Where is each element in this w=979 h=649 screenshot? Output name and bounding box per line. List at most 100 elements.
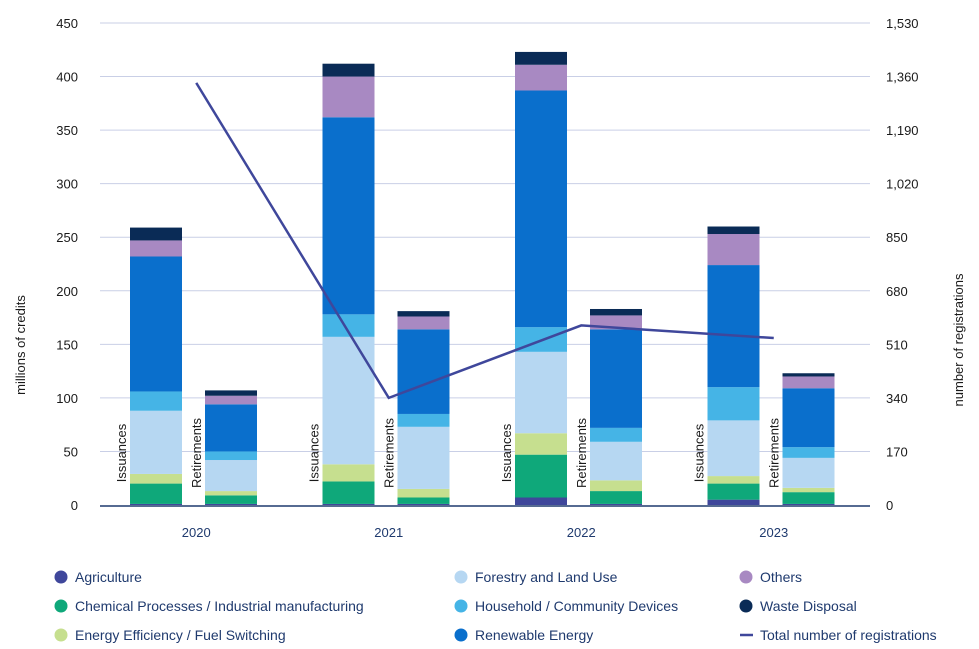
issuances-segment — [130, 483, 182, 504]
retirements-segment — [590, 329, 642, 428]
legend-label: Chemical Processes / Industrial manufact… — [75, 598, 364, 614]
retirements-segment — [590, 491, 642, 504]
left-axis-title: millions of credits — [13, 295, 28, 395]
issuances-label: Issuances — [692, 423, 707, 482]
retirements-segment — [782, 492, 835, 504]
retirements-segment — [205, 503, 257, 505]
issuances-segment — [130, 240, 182, 257]
y-tick-label: 300 — [56, 177, 78, 192]
retirements-segment — [205, 491, 257, 496]
issuances-segment — [515, 497, 567, 505]
retirements-segment — [397, 426, 450, 489]
retirements-segment — [782, 457, 835, 488]
retirements-label: Retirements — [767, 417, 782, 488]
issuances-segment — [322, 503, 375, 505]
legend-label: Household / Community Devices — [475, 598, 678, 614]
y-tick-label: 400 — [56, 70, 78, 85]
issuances-segment — [130, 256, 182, 392]
issuances-segment — [707, 265, 760, 388]
issuances-segment — [322, 63, 375, 77]
y2-tick-label: 680 — [886, 284, 908, 299]
legend-label: Forestry and Land Use — [475, 569, 618, 585]
x-tick-label: 2022 — [567, 525, 596, 540]
retirements-segment — [782, 376, 835, 389]
issuances-segment — [707, 226, 760, 235]
x-axis: 2020 2021 2022 2023 — [100, 505, 870, 540]
issuances-segment — [515, 433, 567, 455]
legend-label: Energy Efficiency / Fuel Switching — [75, 627, 286, 643]
x-tick-label: 2020 — [182, 525, 211, 540]
retirements-segment — [397, 316, 450, 330]
y2-tick-label: 0 — [886, 498, 893, 513]
retirements-label: Retirements — [574, 417, 589, 488]
issuances-label: Issuances — [307, 423, 322, 482]
legend-label: Total number of registrations — [760, 627, 937, 643]
issuances-segment — [707, 483, 760, 500]
retirements-segment — [397, 329, 450, 414]
issuances-segment — [515, 51, 567, 65]
retirements-segment — [782, 388, 835, 448]
issuances-segment — [322, 314, 375, 337]
issuances-segment — [515, 351, 567, 434]
y-tick-label: 250 — [56, 230, 78, 245]
y2-tick-label: 510 — [886, 337, 908, 352]
retirements-segment — [205, 395, 257, 405]
retirements-segment — [590, 441, 642, 481]
retirements-segment — [782, 447, 835, 458]
legend-marker — [54, 628, 68, 642]
retirements-segment — [782, 503, 835, 505]
registrations-polyline — [195, 82, 774, 400]
y2-tick-label: 340 — [886, 391, 908, 406]
issuances-segment — [322, 76, 375, 118]
retirements-label: Retirements — [189, 417, 204, 488]
legend-marker — [54, 599, 68, 613]
retirements-segment — [397, 503, 450, 505]
legend-label: Waste Disposal — [760, 598, 857, 614]
issuances-segment — [322, 464, 375, 482]
y-tick-label: 450 — [56, 16, 78, 31]
issuances-segment — [130, 391, 182, 411]
y-tick-label: 0 — [71, 498, 78, 513]
issuances-segment — [707, 499, 760, 505]
registrations-line — [195, 82, 774, 400]
stacked-bars — [130, 51, 835, 505]
issuances-segment — [322, 481, 375, 504]
x-tick-label: 2023 — [759, 525, 788, 540]
retirements-segment — [205, 460, 257, 492]
retirements-label: Retirements — [382, 417, 397, 488]
issuances-segment — [130, 410, 182, 474]
y2-tick-label: 1,020 — [886, 177, 919, 192]
issuances-segment — [130, 227, 182, 241]
retirements-segment — [782, 487, 835, 493]
issuances-segment — [707, 387, 760, 421]
retirements-segment — [590, 427, 642, 442]
retirements-segment — [397, 413, 450, 427]
issuances-segment — [707, 476, 760, 484]
legend-marker — [454, 570, 468, 584]
y-tick-label: 200 — [56, 284, 78, 299]
issuances-segment — [322, 117, 375, 315]
y-tick-label: 350 — [56, 123, 78, 138]
issuances-segment — [130, 503, 182, 505]
issuances-label: Issuances — [114, 423, 129, 482]
y-tick-label: 150 — [56, 337, 78, 352]
y-tick-label: 100 — [56, 391, 78, 406]
issuances-segment — [707, 234, 760, 266]
issuances-segment — [322, 336, 375, 465]
right-axis-ticks: 0 170 340 510 680 850 1,020 1,190 1,360 1,530 — [886, 16, 919, 513]
legend: Agriculture Chemical Processes / Industri… — [54, 569, 937, 643]
legend-marker — [454, 599, 468, 613]
retirements-segment — [782, 373, 835, 377]
legend-label: Others — [760, 569, 802, 585]
left-axis-ticks: 0 50 100 150 200 250 300 350 400 450 — [56, 16, 78, 513]
issuances-segment — [707, 420, 760, 477]
y2-tick-label: 170 — [886, 444, 908, 459]
retirements-segment — [205, 390, 257, 396]
bar-type-labels: Issuances Retirements Issuances Retirements… — [114, 417, 782, 488]
retirements-segment — [590, 480, 642, 492]
issuances-segment — [515, 90, 567, 328]
issuances-label: Issuances — [499, 423, 514, 482]
y2-tick-label: 1,530 — [886, 16, 919, 31]
legend-marker — [739, 599, 753, 613]
